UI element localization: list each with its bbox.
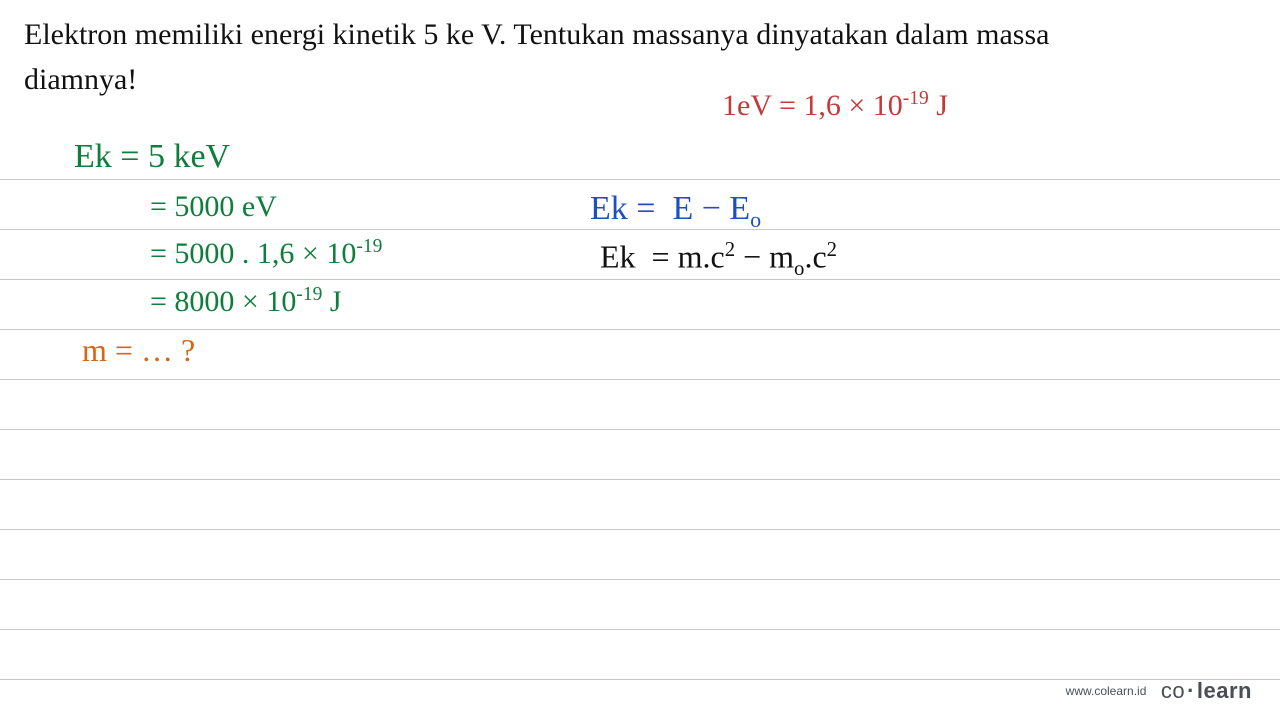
note-ek-line2: = 5000 eV — [150, 190, 277, 224]
note-m-unknown: m = … ? — [82, 332, 195, 369]
problem-statement: Elektron memiliki energi kinetik 5 ke V.… — [24, 12, 1256, 102]
note-ek-line4: = 8000 × 10-19 J — [150, 284, 342, 319]
note-ev-conversion: 1eV = 1,6 × 10-19 J — [722, 88, 948, 123]
note-ek-line3: = 5000 . 1,6 × 10-19 — [150, 236, 382, 271]
problem-line2: diamnya! — [24, 63, 137, 96]
footer: www.colearn.id co·learn — [1066, 678, 1252, 704]
problem-line1: Elektron memiliki energi kinetik 5 ke V.… — [24, 18, 1049, 51]
note-formula1: Ek = E − Eo — [590, 190, 761, 233]
note-ek-line1: Ek = 5 keV — [74, 138, 230, 176]
footer-brand: co·learn — [1161, 678, 1252, 703]
footer-url: www.colearn.id — [1066, 684, 1147, 698]
page-root: Elektron memiliki energi kinetik 5 ke V.… — [0, 0, 1280, 720]
note-formula2: Ek = m.c2 − mo.c2 — [600, 238, 837, 281]
